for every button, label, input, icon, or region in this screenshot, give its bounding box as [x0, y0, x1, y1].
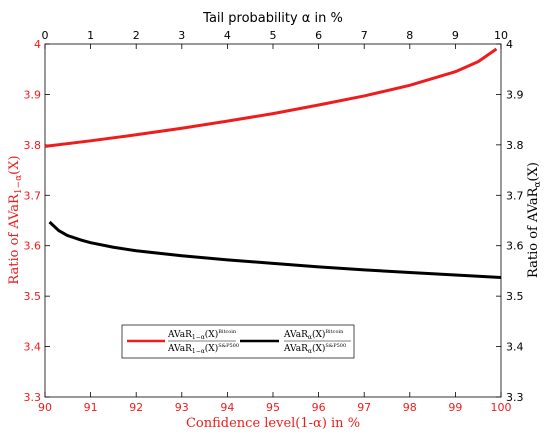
legend-entry-black: AVaRα(X)Bitcoin AVaRα(X)S&P500 — [283, 329, 351, 355]
svg-text:AVaR1−α(X)S&P500: AVaR1−α(X)S&P500 — [167, 343, 239, 355]
bottom-axis-label: Confidence level(1-α) in % — [186, 416, 360, 431]
left-tick-label: 3.5 — [24, 290, 42, 303]
top-tick-label: 7 — [361, 29, 368, 42]
bottom-tick-label: 95 — [266, 401, 280, 414]
bottom-tick-label: 92 — [129, 401, 143, 414]
series-line-red — [44, 47, 498, 148]
top-tick-label: 9 — [452, 29, 459, 42]
axis-ticks — [44, 43, 502, 398]
left-tick-label: 3.4 — [24, 341, 42, 354]
svg-text:AVaR1−α(X)Bitcoin: AVaR1−α(X)Bitcoin — [167, 329, 237, 341]
top-tick-label: 2 — [133, 29, 140, 42]
bottom-tick-label: 99 — [448, 401, 462, 414]
right-axis-label-arg: (X) — [526, 162, 541, 181]
left-tick-label: 3.8 — [24, 139, 42, 152]
left-tick-label: 3.3 — [24, 391, 42, 404]
left-axis-label-sub: 1−α — [14, 175, 24, 194]
series-layer — [44, 47, 502, 279]
top-tick-label: 8 — [406, 29, 413, 42]
top-tick-label: 5 — [270, 29, 277, 42]
series-line-black — [48, 220, 502, 279]
bottom-tick-label: 100 — [491, 401, 512, 414]
left-tick-label: 3.6 — [24, 240, 42, 253]
top-tick-label: 10 — [494, 29, 508, 42]
left-tick-label: 3.9 — [24, 88, 42, 101]
top-tick-label: 4 — [224, 29, 231, 42]
right-tick-label: 3.5 — [506, 290, 524, 303]
top-axis-label: Tail probability α in % — [202, 11, 343, 26]
bottom-tick-label: 90 — [38, 401, 52, 414]
bottom-tick-label: 93 — [175, 401, 189, 414]
right-axis-label: Ratio of AVaRα(X) — [526, 162, 543, 278]
top-tick-label: 6 — [315, 29, 322, 42]
right-axis-label-sub: α — [533, 181, 543, 187]
svg-text:AVaRα(X)Bitcoin: AVaRα(X)Bitcoin — [283, 329, 344, 341]
right-axis-label-text: Ratio of AVaR — [526, 186, 541, 278]
top-tick-label: 0 — [42, 29, 49, 42]
legend: AVaR1−α(X)Bitcoin AVaR1−α(X)S&P500 AVaRα… — [121, 324, 355, 359]
svg-text:AVaRα(X)S&P500: AVaRα(X)S&P500 — [283, 343, 346, 355]
right-tick-label: 3.4 — [506, 341, 524, 354]
right-tick-label: 3.8 — [506, 139, 524, 152]
right-tick-label: 4 — [506, 38, 513, 51]
right-tick-label: 3.9 — [506, 88, 524, 101]
bottom-tick-label: 94 — [220, 401, 234, 414]
right-tick-label: 3.3 — [506, 391, 524, 404]
bottom-tick-label: 96 — [312, 401, 326, 414]
right-tick-label: 3.7 — [506, 189, 524, 202]
left-tick-label: 3.7 — [24, 189, 42, 202]
left-axis-label: Ratio of AVaR1−α(X) — [7, 155, 24, 284]
bottom-tick-label: 97 — [357, 401, 371, 414]
axis-tick-labels: 90 91 92 93 94 95 96 97 98 99 100 0 1 2 3 4 5 6 7 8 9 10 3.3 3.… — [24, 29, 524, 414]
bottom-tick-label: 98 — [403, 401, 417, 414]
left-axis-label-arg: (X) — [7, 155, 22, 174]
legend-entry-red: AVaR1−α(X)Bitcoin AVaR1−α(X)S&P500 — [167, 329, 239, 355]
top-tick-label: 1 — [87, 29, 94, 42]
left-axis-label-text: Ratio of AVaR — [7, 193, 22, 285]
bottom-tick-label: 91 — [84, 401, 98, 414]
top-tick-label: 3 — [178, 29, 185, 42]
left-tick-label: 4 — [34, 38, 41, 51]
right-tick-label: 3.6 — [506, 240, 524, 253]
